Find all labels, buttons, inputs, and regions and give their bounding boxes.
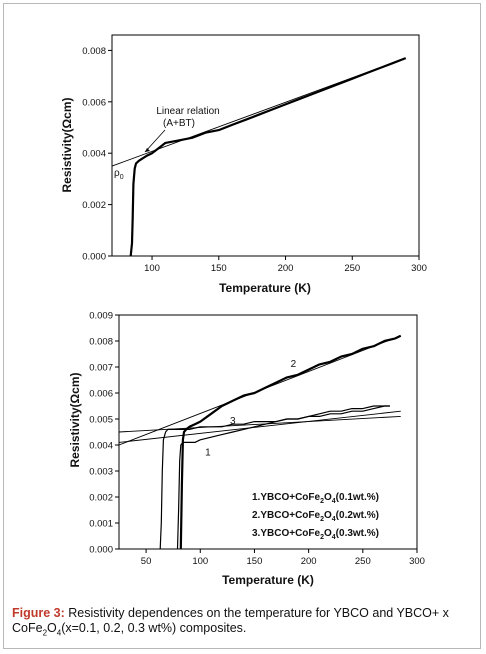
x-tick-label: 150	[247, 556, 263, 567]
y-tick-label: 0.001	[89, 519, 113, 530]
x-tick-label: 150	[211, 263, 227, 274]
x-tick-label: 200	[278, 263, 294, 274]
y-tick-label: 0.007	[89, 363, 113, 374]
plot-data: 1 2 3	[118, 334, 402, 550]
y-tick-label: 0.006	[89, 389, 113, 400]
y-tick-label: 0.004	[89, 441, 113, 452]
linear-fit-line	[118, 415, 401, 433]
caption-text-a: Resistivity dependences on the temperatu…	[12, 606, 449, 635]
caption-sub-2: 2	[42, 628, 48, 638]
series-number-label: 2	[291, 359, 297, 370]
series-line	[176, 405, 390, 550]
caption-sub-4: 4	[56, 628, 62, 638]
linear-fit-line	[118, 410, 401, 443]
caption-text-b: O	[47, 621, 57, 635]
annotation-arrowhead	[145, 148, 150, 152]
y-tick-label: 0.002	[89, 493, 113, 504]
y-tick-label: 0.000	[82, 252, 106, 263]
y-tick-label: 0.000	[89, 545, 113, 556]
chart-bottom: 50 100 150 200 250 300 0.0000.0010.0020.0030.…	[68, 311, 425, 588]
series-number-label: 3	[230, 416, 236, 427]
y-ticks: 0.000 0.001 0.002 0.003 0.004 0.005 0.006 0.007…	[89, 311, 119, 556]
y-axis-title: Resistivity(Ωcm)	[60, 98, 74, 193]
y-tick-label: 0.008	[82, 46, 106, 57]
x-tick-label: 50	[141, 556, 152, 567]
x-tick-label: 250	[355, 556, 371, 567]
x-tick-label: 300	[409, 556, 425, 567]
legend-entry: 1.YBCO+CoFe2O4(0.1wt.%)	[252, 492, 379, 505]
series-number-label: 1	[205, 447, 211, 458]
annotation-rho0: ρ0	[114, 168, 124, 181]
y-tick-label: 0.004	[82, 149, 106, 160]
plot-data	[111, 57, 407, 257]
caption-label: Figure 3:	[12, 606, 65, 620]
x-tick-label: 100	[192, 556, 208, 567]
y-tick-label: 0.009	[89, 311, 113, 322]
annotation-a-bt: (A+BT)	[163, 118, 195, 129]
annotation-arrow	[144, 129, 166, 153]
chart-top: 100 150 200 250 300 0.0000.0020.0040.0060.00…	[60, 34, 427, 295]
series-line	[159, 405, 390, 550]
annotation-linear-relation: Linear relation	[156, 106, 219, 117]
legend: 1.YBCO+CoFe2O4(0.1wt.%) 2.YBCO+CoFe2O4(0.…	[252, 492, 379, 541]
rho-symbol: ρ	[114, 168, 120, 179]
x-tick-label: 250	[344, 263, 360, 274]
figure-caption: Figure 3: Resistivity dependences on the…	[12, 606, 474, 641]
plot-frame	[111, 34, 420, 257]
y-tick-label: 0.003	[89, 467, 113, 478]
y-tick-label: 0.006	[82, 97, 106, 108]
y-tick-label: 0.005	[89, 415, 113, 426]
figure-frame	[3, 3, 481, 649]
x-axis-title: Temperature (K)	[219, 281, 311, 295]
x-ticks: 100 150 200 250 300	[144, 256, 427, 274]
caption-text-c: (x=0.1, 0.2, 0.3 wt%) composites.	[61, 621, 247, 635]
x-tick-label: 300	[411, 263, 427, 274]
y-ticks: 0.000 0.002 0.004 0.006 0.008	[82, 46, 112, 263]
legend-entry: 2.YBCO+CoFe2O4(0.2wt.%)	[252, 510, 379, 523]
rho-subscript: 0	[120, 174, 124, 181]
x-tick-label: 200	[301, 556, 317, 567]
series-line	[129, 57, 407, 257]
legend-entry: 3.YBCO+CoFe2O4(0.3wt.%)	[252, 528, 379, 541]
x-axis-title: Temperature (K)	[222, 573, 314, 587]
y-axis-title: Resistivity(Ωcm)	[68, 373, 82, 468]
y-tick-label: 0.002	[82, 200, 106, 211]
x-tick-label: 100	[144, 263, 160, 274]
series-line	[179, 334, 402, 550]
y-tick-label: 0.008	[89, 337, 113, 348]
x-ticks: 50 100 150 200 250 300	[141, 549, 425, 567]
